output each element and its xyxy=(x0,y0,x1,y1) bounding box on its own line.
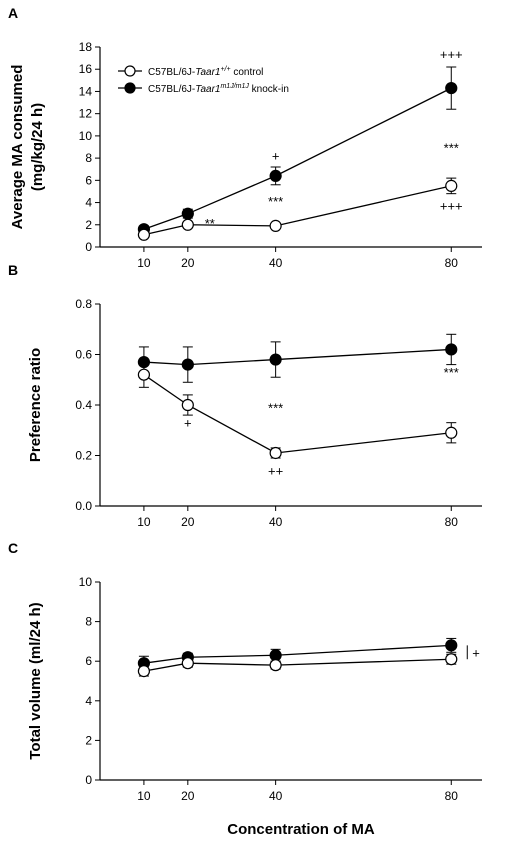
panel-letter: A xyxy=(8,5,18,21)
legend-gene: Taar1 xyxy=(195,84,220,95)
legend-marker-control xyxy=(124,65,136,77)
knock-in-point xyxy=(445,639,458,652)
y-tick-label: 0.6 xyxy=(75,348,92,362)
x-tick-label: 80 xyxy=(445,256,459,270)
control-point xyxy=(181,398,194,412)
knock-in-point xyxy=(181,207,194,220)
control-point xyxy=(269,446,282,460)
y-tick-label: 12 xyxy=(79,107,93,121)
significance-label: *** xyxy=(444,365,459,380)
y-tick-label: 0 xyxy=(85,773,92,787)
knock-in-point xyxy=(445,343,458,356)
knock-in-point xyxy=(269,169,282,182)
significance-label: ++ xyxy=(268,464,283,479)
y-tick-label: 8 xyxy=(85,615,92,629)
knock-in-line xyxy=(143,87,452,230)
significance-label: + xyxy=(184,416,192,431)
x-tick-label: 10 xyxy=(137,256,151,270)
y-tick-label: 2 xyxy=(85,218,92,232)
y-tick-label: 2 xyxy=(85,733,92,747)
x-tick-label: 80 xyxy=(445,789,459,803)
y-axis-label: Total volume (ml/24 h) xyxy=(27,602,44,759)
y-axis-label-line2: (mg/kg/24 h) xyxy=(29,103,46,191)
significance-label: + xyxy=(472,645,480,660)
y-tick-label: 4 xyxy=(85,196,92,210)
y-tick-label: 14 xyxy=(79,84,93,98)
panel-b: B 0.0 0.2 0.4 0.6 0.8 10 20 40 80 Preference ratio… xyxy=(8,262,482,529)
y-tick-label: 10 xyxy=(79,129,93,143)
control-line xyxy=(143,658,452,672)
legend-group: knock-in xyxy=(249,84,289,95)
panel-letter: C xyxy=(8,540,18,556)
legend-entry: C57BL/6J-Taar1+/+ control xyxy=(148,66,263,78)
legend-group: control xyxy=(231,67,264,78)
control-point xyxy=(181,657,194,670)
x-tick-label: 20 xyxy=(181,256,195,270)
legend-entry: C57BL/6J-Taar1m1J/m1J knock-in xyxy=(148,83,289,95)
significance-label: +++ xyxy=(440,47,463,62)
y-tick-label: 4 xyxy=(85,694,92,708)
control-point xyxy=(445,653,458,666)
control-point xyxy=(445,426,458,439)
knock-in-point xyxy=(269,353,282,366)
control-point xyxy=(137,228,151,241)
legend-strain: C57BL/6J- xyxy=(148,67,195,78)
significance-label: + xyxy=(272,148,280,163)
knock-in-line xyxy=(143,348,452,366)
y-tick-label: 16 xyxy=(79,62,93,76)
legend-marker-knock-in xyxy=(124,82,136,94)
y-tick-label: 10 xyxy=(79,575,93,589)
legend-genotype: m1J/m1J xyxy=(220,83,249,90)
significance-label: ** xyxy=(205,216,215,231)
x-tick-label: 10 xyxy=(137,515,151,529)
control-point xyxy=(137,368,151,381)
significance-label: *** xyxy=(444,141,459,156)
legend-gene: Taar1 xyxy=(195,67,220,78)
control-line xyxy=(143,374,452,454)
y-tick-label: 0.2 xyxy=(75,449,92,463)
panel-letter: B xyxy=(8,262,18,278)
y-tick-label: 0.0 xyxy=(75,499,92,513)
legend-genotype: +/+ xyxy=(220,66,230,73)
y-axis-label: Average MA consumed xyxy=(9,65,26,230)
significance-label: *** xyxy=(268,194,283,209)
y-tick-label: 18 xyxy=(79,40,93,54)
panel-c: C 0 2 4 6 8 10 10 20 40 80 Total volume (ml/24 h) + C… xyxy=(8,540,482,838)
y-tick-label: 8 xyxy=(85,151,92,165)
y-tick-label: 0.4 xyxy=(75,398,92,412)
control-point xyxy=(137,664,151,678)
y-tick-label: 0 xyxy=(85,240,92,254)
legend: C57BL/6J-Taar1+/+ controlC57BL/6J-Taar1m… xyxy=(118,65,289,95)
significance-label: +++ xyxy=(440,198,463,213)
control-point xyxy=(181,218,194,231)
control-line xyxy=(143,185,452,236)
legend-strain: C57BL/6J- xyxy=(148,84,195,95)
x-axis-label: Concentration of MA xyxy=(227,821,375,838)
y-tick-label: 6 xyxy=(85,654,92,668)
y-axis-label: Preference ratio xyxy=(27,348,44,462)
panel-a: A 0 2 4 6 8 10 12 14 16 18 10 20 40 80 Average MA consu… xyxy=(8,5,482,270)
x-tick-label: 40 xyxy=(269,256,283,270)
x-tick-label: 40 xyxy=(269,515,283,529)
knock-in-line xyxy=(143,644,452,664)
y-tick-label: 6 xyxy=(85,173,92,187)
x-tick-label: 40 xyxy=(269,789,283,803)
x-tick-label: 20 xyxy=(181,515,195,529)
x-tick-label: 80 xyxy=(445,515,459,529)
knock-in-point xyxy=(181,358,194,371)
control-point xyxy=(269,659,282,672)
knock-in-point xyxy=(445,82,458,95)
x-tick-label: 10 xyxy=(137,789,151,803)
x-tick-label: 20 xyxy=(181,789,195,803)
control-point xyxy=(269,219,282,232)
control-point xyxy=(445,179,458,192)
y-tick-label: 0.8 xyxy=(75,297,92,311)
significance-label: *** xyxy=(268,401,283,416)
